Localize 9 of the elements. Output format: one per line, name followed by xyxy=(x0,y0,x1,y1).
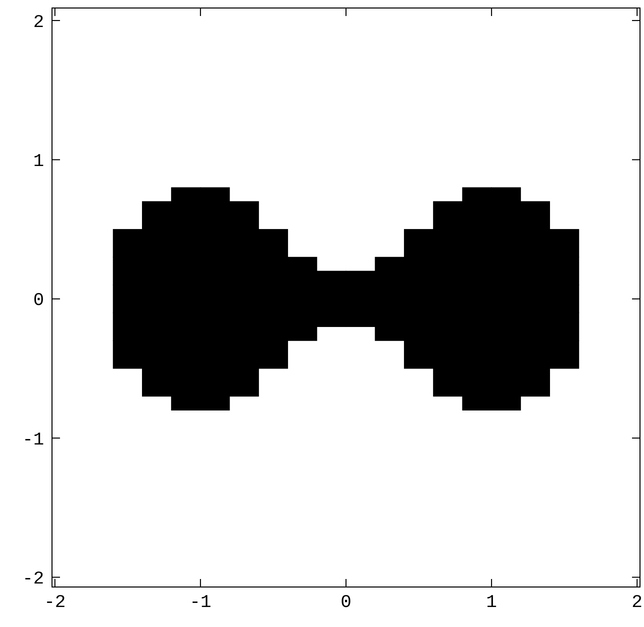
x-tick-label: 2 xyxy=(632,593,642,613)
x-tick-label: 0 xyxy=(340,593,352,613)
x-tick-label: -1 xyxy=(190,593,212,613)
y-tick-label: -2 xyxy=(22,570,44,590)
y-tick-label: 0 xyxy=(33,291,44,312)
y-tick-label: 1 xyxy=(33,152,44,172)
y-tick-label: -1 xyxy=(22,430,44,450)
x-tick-label: 1 xyxy=(486,593,497,613)
y-tick-label: 2 xyxy=(33,12,44,33)
